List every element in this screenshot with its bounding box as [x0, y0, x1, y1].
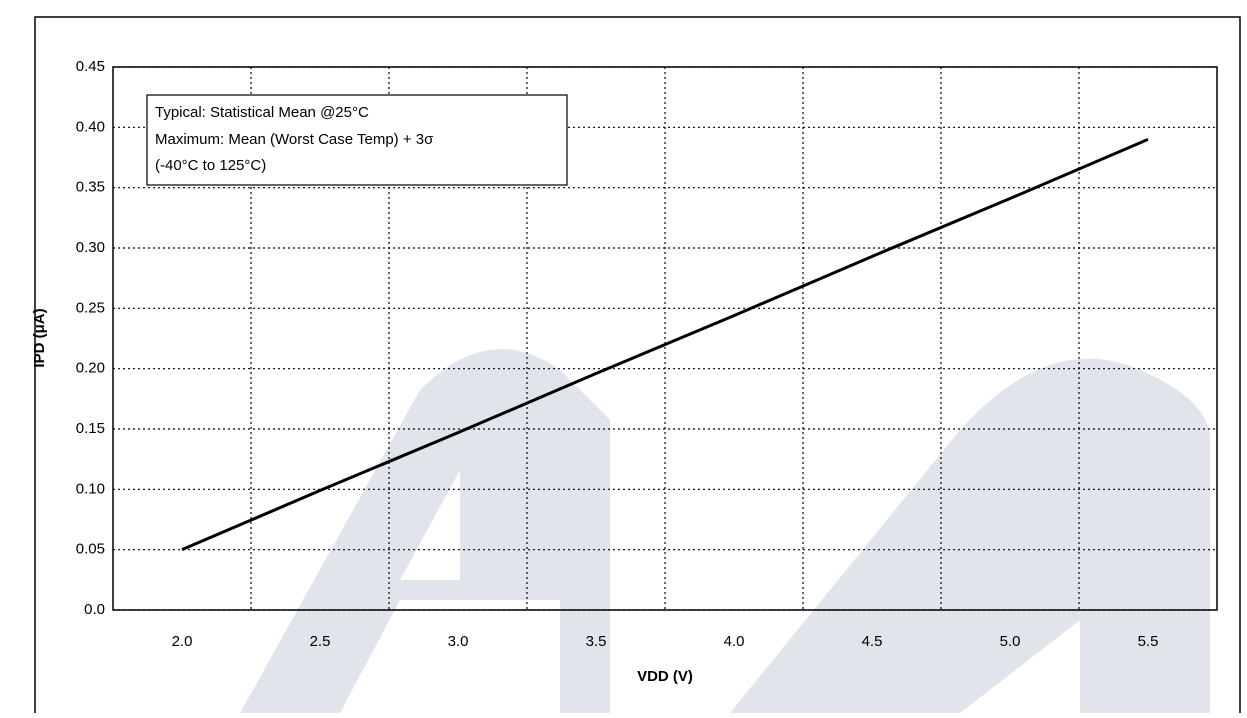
annotation: Maximum: Mean (Worst Case Temp) + 3σ [155, 131, 434, 148]
y-tick-label: 0.35 [76, 179, 105, 196]
y-tick-label: 0.15 [76, 420, 105, 437]
y-tick-label: 0.20 [76, 360, 105, 377]
x-tick-label: 4.5 [862, 633, 883, 650]
annotation: Typical: Statistical Mean @25°C [155, 104, 369, 121]
plot-area [112, 66, 1218, 611]
y-tick-label: 0.0 [84, 601, 105, 618]
x-tick-label: 2.0 [172, 633, 193, 650]
frame [34, 16, 1241, 713]
x-tick-label: 5.5 [1138, 633, 1159, 650]
annotation: (-40°C to 125°C) [155, 157, 266, 174]
data-line [181, 138, 1149, 552]
y-tick-label: 0.45 [76, 58, 105, 75]
watermark [240, 349, 1210, 713]
marks [181, 138, 1149, 552]
y-tick-label: 0.10 [76, 480, 105, 497]
x-tick-label: 3.5 [586, 633, 607, 650]
x-tick-label: 3.0 [448, 633, 469, 650]
y-tick-label: 0.40 [76, 118, 105, 135]
x-axis-label: VDD (V) [637, 668, 693, 685]
y-tick-label: 0.30 [76, 239, 105, 256]
annotation-box [146, 94, 568, 186]
x-tick-label: 4.0 [724, 633, 745, 650]
x-tick-label: 2.5 [310, 633, 331, 650]
x-tick-label: 5.0 [1000, 633, 1021, 650]
y-axis-label: IPD (μA) [31, 308, 48, 367]
y-tick-label: 0.25 [76, 299, 105, 316]
y-tick-label: 0.05 [76, 541, 105, 558]
